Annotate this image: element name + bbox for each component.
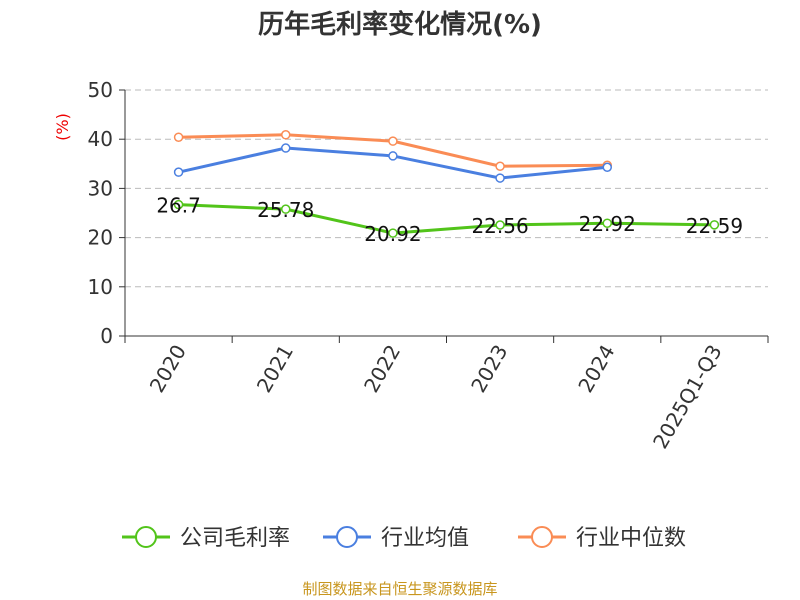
legend-label: 公司毛利率 <box>180 526 290 551</box>
data-point <box>173 167 184 177</box>
y-tick-label: 10 <box>88 275 113 299</box>
data-point <box>709 220 720 230</box>
data-point <box>602 162 612 172</box>
x-tick-label: 2025Q1-Q3 <box>648 341 727 453</box>
legend-marker <box>336 526 358 548</box>
data-point <box>281 204 291 214</box>
y-tick-label: 50 <box>88 78 113 102</box>
data-label: 26.7 <box>156 194 201 218</box>
source-note: 制图数据来自恒生聚源数据库 <box>302 580 497 598</box>
data-label: 22.92 <box>579 212 636 236</box>
x-tick-label: 2020 <box>145 341 191 397</box>
data-point <box>388 228 398 238</box>
x-tick-label: 2024 <box>573 341 619 397</box>
legend-marker <box>531 526 553 548</box>
y-axis-label: (%) <box>53 113 72 141</box>
legend-label: 行业中位数 <box>576 526 686 551</box>
series-line-0 <box>178 203 715 235</box>
x-tick-label: 2022 <box>359 341 405 397</box>
data-label: 20.92 <box>364 222 421 246</box>
data-point <box>388 136 398 146</box>
data-label: 25.78 <box>257 198 314 222</box>
data-label: 22.56 <box>471 214 528 238</box>
y-tick-label: 30 <box>88 176 113 200</box>
data-point <box>495 220 505 230</box>
y-tick-label: 40 <box>88 127 113 151</box>
data-point <box>173 132 184 142</box>
data-point <box>388 151 398 161</box>
legend-marker <box>135 526 157 548</box>
y-tick-label: 0 <box>100 324 113 348</box>
data-point <box>602 218 612 228</box>
x-tick-label: 2023 <box>466 341 512 397</box>
x-tick-label: 2021 <box>252 341 298 397</box>
chart-title: 历年毛利率变化情况(%) <box>258 9 542 40</box>
data-point <box>495 173 505 183</box>
data-label: 22.59 <box>686 214 743 238</box>
data-point <box>281 143 291 153</box>
legend-label: 行业均值 <box>381 526 469 551</box>
data-point <box>173 199 184 210</box>
y-tick-label: 20 <box>88 226 113 250</box>
data-point <box>495 161 505 172</box>
data-point <box>281 130 291 140</box>
